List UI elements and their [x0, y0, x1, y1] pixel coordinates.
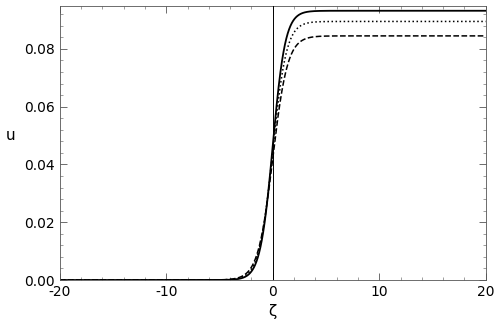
X-axis label: ζ: ζ [268, 305, 277, 319]
Y-axis label: u: u [6, 128, 15, 143]
